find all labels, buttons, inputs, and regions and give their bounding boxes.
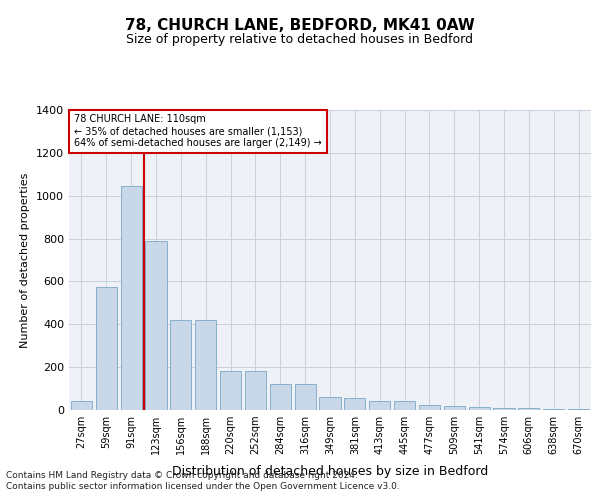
Bar <box>444 406 465 410</box>
Text: 78 CHURCH LANE: 110sqm
← 35% of detached houses are smaller (1,153)
64% of semi-: 78 CHURCH LANE: 110sqm ← 35% of detached… <box>74 114 322 148</box>
Text: Contains public sector information licensed under the Open Government Licence v3: Contains public sector information licen… <box>6 482 400 491</box>
X-axis label: Distribution of detached houses by size in Bedford: Distribution of detached houses by size … <box>172 466 488 478</box>
Bar <box>220 372 241 410</box>
Text: Size of property relative to detached houses in Bedford: Size of property relative to detached ho… <box>127 32 473 46</box>
Bar <box>295 384 316 410</box>
Bar <box>145 240 167 410</box>
Bar <box>543 409 564 410</box>
Bar <box>419 404 440 410</box>
Bar <box>170 320 191 410</box>
Text: 78, CHURCH LANE, BEDFORD, MK41 0AW: 78, CHURCH LANE, BEDFORD, MK41 0AW <box>125 18 475 32</box>
Bar <box>195 320 216 410</box>
Bar <box>493 408 515 410</box>
Bar <box>518 408 539 410</box>
Bar <box>344 398 365 410</box>
Text: Contains HM Land Registry data © Crown copyright and database right 2024.: Contains HM Land Registry data © Crown c… <box>6 470 358 480</box>
Bar <box>121 186 142 410</box>
Y-axis label: Number of detached properties: Number of detached properties <box>20 172 31 348</box>
Bar <box>369 402 390 410</box>
Bar <box>270 384 291 410</box>
Bar <box>71 402 92 410</box>
Bar <box>469 407 490 410</box>
Bar <box>245 372 266 410</box>
Bar <box>319 397 341 410</box>
Bar <box>394 402 415 410</box>
Bar <box>96 287 117 410</box>
